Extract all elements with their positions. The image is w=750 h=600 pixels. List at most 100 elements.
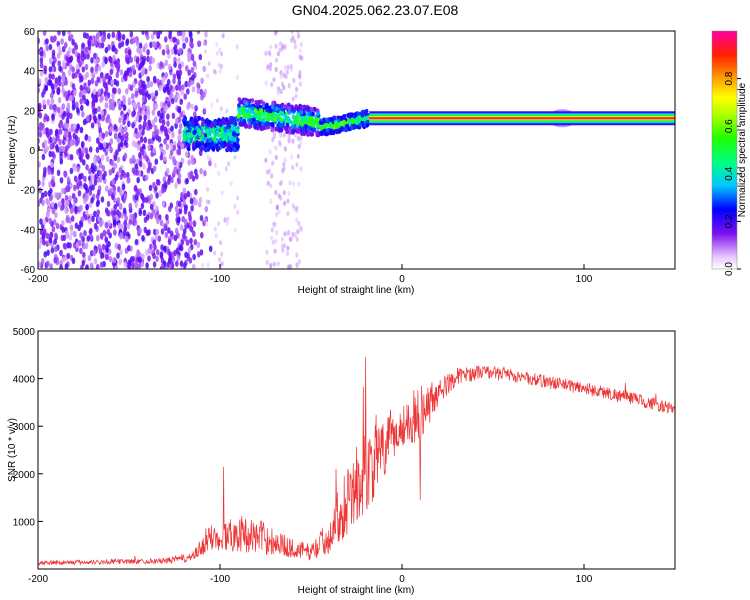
spectrogram-cell <box>196 31 201 35</box>
spectrogram-cell <box>188 214 192 222</box>
spectrogram-cell <box>137 80 142 87</box>
spectrogram-cell <box>100 42 105 49</box>
spectrogram-x-label: Height of straight line (km) <box>298 285 415 296</box>
spectrogram-cell <box>47 190 52 197</box>
spectrogram-cell <box>40 192 45 199</box>
spectrogram-cell <box>173 61 177 68</box>
spectrogram-cell <box>149 193 154 201</box>
spectrogram-cell <box>50 247 55 254</box>
spectrogram-cell <box>126 222 131 230</box>
spectrogram-cell <box>119 141 124 148</box>
spectrogram-cell <box>140 194 145 201</box>
spectrogram-cell <box>178 85 182 92</box>
spectrogram-cell <box>267 49 271 56</box>
spectrogram-cell <box>182 42 186 49</box>
spectrogram-cell <box>49 143 54 150</box>
spectrogram-cell <box>38 242 42 249</box>
spectrogram-cell <box>267 168 271 174</box>
spectrogram-cell <box>58 138 62 146</box>
spectrogram-cell <box>286 64 290 70</box>
spectrogram-cell <box>42 31 47 36</box>
spectrogram-cell <box>271 160 275 166</box>
spectrogram-cell <box>106 200 111 208</box>
spectrogram-cell <box>291 96 295 102</box>
spectrogram-cell <box>50 161 54 169</box>
spectrogram-cell <box>116 252 120 259</box>
spectrogram-cell <box>206 262 210 268</box>
spectrogram-cell <box>84 46 89 54</box>
spectrogram-cell <box>45 131 50 138</box>
spectrogram-cell <box>176 38 180 46</box>
spectrogram-cell <box>82 243 87 250</box>
spectrogram-cell <box>38 179 41 186</box>
spectrogram-cell <box>269 44 273 50</box>
spectrogram-cell <box>42 128 46 135</box>
spectrogram-cell <box>131 255 136 263</box>
spectrogram-cell <box>69 55 74 62</box>
spectrogram-cell <box>111 31 116 38</box>
spectrogram-cell <box>64 263 69 269</box>
spectrogram-cell <box>161 119 166 126</box>
spectrogram-cell <box>169 142 174 149</box>
spectrogram-cell <box>287 127 292 132</box>
spectrogram-cell <box>189 41 193 48</box>
spectrogram-cell <box>233 141 237 147</box>
spectrogram-cell <box>220 142 225 148</box>
spectrogram-cell <box>62 256 66 263</box>
spectrogram-cell <box>124 75 128 82</box>
spectrogram-cell <box>49 128 53 136</box>
spectrogram-cell <box>197 40 202 47</box>
spectrogram-cell <box>78 240 82 247</box>
spectrogram-cell <box>101 132 106 139</box>
spectrogram-cell <box>123 152 128 160</box>
spectrogram-cell <box>92 249 97 257</box>
spectrogram-cell <box>219 64 223 69</box>
spectrogram-cell <box>44 84 49 92</box>
spectrogram-cell <box>94 65 99 73</box>
spectrogram-cell <box>103 170 107 178</box>
spectrogram-cell <box>79 98 83 105</box>
spectrogram-cell <box>205 221 209 227</box>
spectrogram-cell <box>313 107 317 112</box>
spectrogram-cell <box>90 66 94 74</box>
snr-y-label: SNR (10 * v/v) <box>7 418 18 482</box>
spectrogram-cell <box>138 42 143 49</box>
spectrogram-cell <box>73 184 77 191</box>
spectrogram-cell <box>153 124 158 132</box>
spectrogram-cell <box>278 180 283 187</box>
spectrogram-cell <box>355 125 360 129</box>
spectrogram-cell <box>39 228 44 236</box>
spectrogram-cell <box>100 154 105 161</box>
spectrogram-cell <box>136 176 140 184</box>
spectrogram-cell <box>293 119 298 124</box>
spectrogram-cell <box>200 77 204 85</box>
spectrogram-cell <box>275 211 279 217</box>
spectrogram-cell <box>248 118 253 123</box>
spectrogram-cell <box>48 150 53 158</box>
spectrogram-cell <box>309 132 314 137</box>
snr-series-line <box>38 357 675 567</box>
spectrogram-cell <box>135 169 139 176</box>
spectrogram-cell <box>237 97 242 102</box>
spectrogram-cell <box>296 153 300 159</box>
spectrogram-cell <box>88 146 93 153</box>
spectrogram-cell <box>160 228 165 235</box>
spectrogram-cell <box>295 252 299 258</box>
spectrogram-cell <box>295 205 299 211</box>
spectrogram-cell <box>118 202 123 210</box>
spectrogram-cell <box>152 252 156 260</box>
spectrogram-cell <box>110 160 115 167</box>
spectrogram-cell <box>50 98 55 105</box>
spectrogram-cell <box>116 197 121 204</box>
spectrogram-cell <box>71 39 75 46</box>
spectrogram-cell <box>120 128 125 135</box>
spectrogram-cell <box>49 92 54 99</box>
spectrogram-cell <box>177 57 181 64</box>
spectrogram-cell <box>50 201 55 208</box>
y-tick-label: 1000 <box>13 517 36 528</box>
spectrogram-cell <box>171 255 176 263</box>
spectrogram-cell <box>197 131 202 137</box>
spectrogram-cell <box>104 244 109 251</box>
spectrogram-cell <box>282 85 286 91</box>
spectrogram-cell <box>195 140 199 146</box>
